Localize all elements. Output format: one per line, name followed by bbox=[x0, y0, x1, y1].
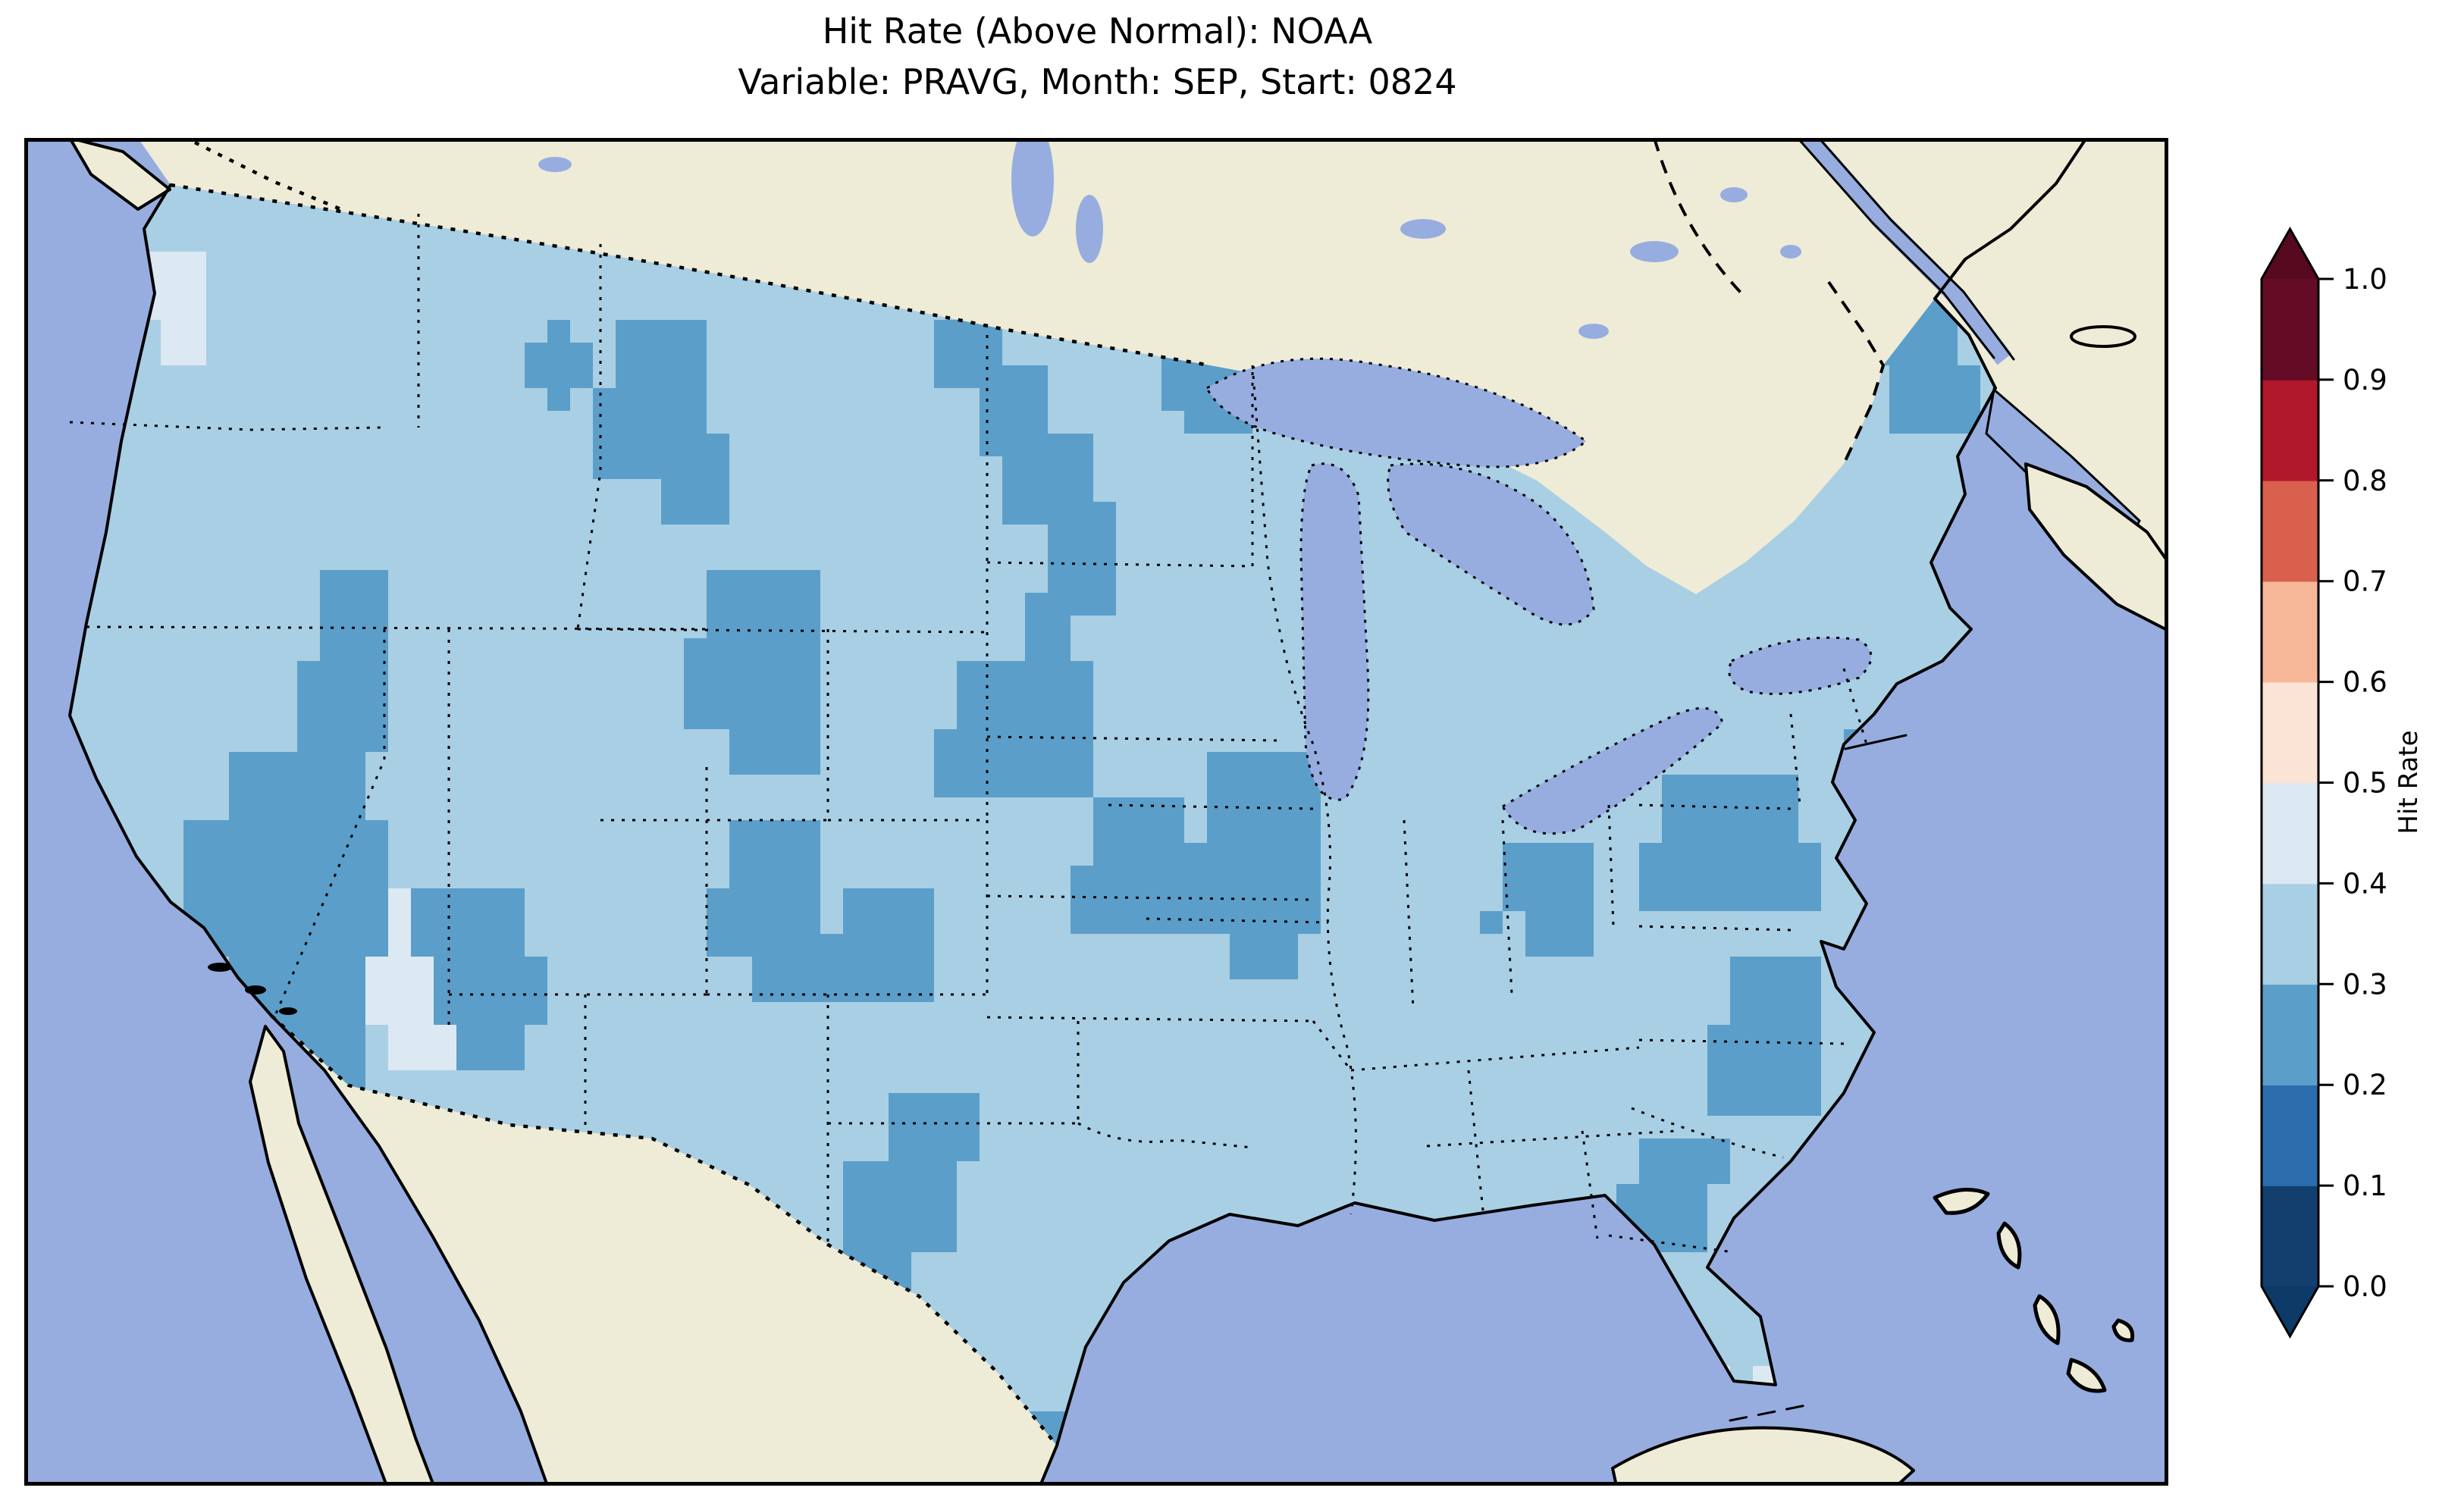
hit-rate-cell-0.2-0.3 bbox=[729, 729, 820, 775]
hit-rate-cell-0.2-0.3 bbox=[752, 957, 820, 1002]
lake-superior bbox=[1205, 357, 1588, 468]
hit-rate-cell-0.2-0.3 bbox=[729, 820, 820, 888]
baja-california bbox=[249, 1025, 435, 1486]
colorbar-tick-label: 1.0 bbox=[2343, 263, 2387, 296]
hit-rate-cell-0.2-0.3 bbox=[1707, 1025, 1821, 1116]
colorbar-segment bbox=[2262, 883, 2318, 985]
chart-title-line2: Variable: PRAVG, Month: SEP, Start: 0824 bbox=[738, 61, 1457, 102]
state-borders bbox=[69, 214, 1868, 1254]
hit-rate-cell-0.4-0.5 bbox=[161, 320, 206, 365]
lake-ontario bbox=[1728, 636, 1873, 695]
colorbar-segment bbox=[2262, 1085, 2318, 1186]
lake-erie bbox=[1500, 706, 1724, 835]
st-lawrence-river bbox=[1796, 138, 2012, 365]
hit-rate-cell-0.2-0.3 bbox=[1525, 911, 1594, 957]
colorbar: 0.0 0.1 0.2 0.3 0.4 0.5 0.6 0.7 0.8 0.9 1.0 Hit Ra… bbox=[2260, 226, 2424, 1339]
colorbar-tick-label: 0.1 bbox=[2343, 1170, 2387, 1202]
channel-islands bbox=[208, 963, 297, 1015]
colorbar-tick-label: 0.2 bbox=[2343, 1069, 2387, 1101]
mexico-pacific-coastline bbox=[270, 1014, 549, 1486]
us-hit-rate-map bbox=[24, 138, 2168, 1486]
great-lakes bbox=[1205, 357, 1873, 835]
colorbar-segment bbox=[2262, 379, 2318, 481]
hit-rate-cell-0.2-0.3 bbox=[434, 957, 547, 1025]
gulf-atlantic-coastline bbox=[1055, 297, 1997, 1447]
lake-huron bbox=[1387, 462, 1595, 626]
colorbar-tick-label: 0.8 bbox=[2343, 465, 2387, 497]
hit-rate-cell-0.2-0.3 bbox=[1480, 911, 1503, 934]
canada-coastline bbox=[1933, 138, 2088, 300]
hit-rate-cell-0.2-0.3 bbox=[1025, 593, 1071, 661]
colorbar-segment bbox=[2262, 581, 2318, 683]
colorbar-tick-label: 0.6 bbox=[2343, 666, 2387, 699]
colorbar-segment bbox=[2262, 984, 2318, 1085]
prince-edward-island bbox=[2070, 325, 2136, 348]
hit-rate-cell-0.2-0.3 bbox=[1662, 775, 1798, 843]
hit-rate-cell-0.2-0.3 bbox=[1184, 843, 1321, 934]
colorbar-segment bbox=[2262, 782, 2318, 885]
canadian-lakes bbox=[538, 138, 1801, 339]
hit-rate-cell-0.2-0.3 bbox=[1730, 957, 1821, 1025]
lake-michigan bbox=[1299, 462, 1370, 801]
hit-rate-cell-0.2-0.3 bbox=[547, 320, 570, 411]
colorbar-tick-label: 0.4 bbox=[2343, 867, 2387, 900]
hit-rate-cell-0.2-0.3 bbox=[1889, 365, 1980, 434]
colorbar-tick-label: 0.7 bbox=[2343, 565, 2387, 598]
quebec-maine-border bbox=[1827, 280, 1886, 465]
chart-title-line1: Hit Rate (Above Normal): NOAA bbox=[822, 11, 1373, 52]
hit-rate-cell-0.2-0.3 bbox=[1639, 1139, 1730, 1184]
vancouver-island bbox=[68, 138, 171, 211]
hit-rate-cell-0.2-0.3 bbox=[456, 1025, 525, 1070]
hit-rate-cell-0.2-0.3 bbox=[889, 1093, 980, 1161]
colorbar-ticks: 0.0 0.1 0.2 0.3 0.4 0.5 0.6 0.7 0.8 0.9 1.0 bbox=[2318, 263, 2387, 1303]
chart-title: Hit Rate (Above Normal): NOAA Variable: … bbox=[0, 6, 2195, 107]
hit-rate-cell-0.2-0.3 bbox=[843, 1161, 957, 1252]
colorbar-tick-label: 0.5 bbox=[2343, 767, 2387, 800]
colorbar-tick-label: 0.9 bbox=[2343, 364, 2387, 396]
map-frame bbox=[24, 138, 2168, 1486]
colorbar-extend-max-arrow bbox=[2262, 229, 2318, 279]
nova-scotia bbox=[2024, 462, 2168, 632]
canada-land bbox=[138, 138, 2086, 594]
florida-keys bbox=[1729, 1404, 1807, 1422]
colorbar-segment bbox=[2262, 279, 2318, 381]
pacific-coastline bbox=[68, 183, 273, 1017]
hit-rate-cell-0.2-0.3 bbox=[707, 570, 820, 638]
colorbar-tick-label: 0.3 bbox=[2343, 968, 2387, 1001]
hit-rate-cell-0.2-0.3 bbox=[183, 820, 388, 957]
hit-rate-cell-0.2-0.3 bbox=[593, 388, 661, 479]
hit-rate-cell-0.2-0.3 bbox=[684, 638, 820, 729]
hit-rate-cell-0.2-0.3 bbox=[934, 729, 1093, 797]
hit-rate-cell-0.2-0.3 bbox=[820, 934, 934, 1002]
colorbar-segments bbox=[2262, 279, 2318, 1287]
hit-rate-cell-0.2-0.3 bbox=[297, 661, 388, 752]
colorbar-segment bbox=[2262, 1185, 2318, 1287]
hit-rate-cell-0.2-0.3 bbox=[1230, 934, 1298, 979]
hit-rate-cell-0.2-0.3 bbox=[843, 888, 934, 934]
colorbar-segment bbox=[2262, 681, 2318, 784]
hit-rate-cell-0.2-0.3 bbox=[1503, 843, 1594, 911]
hit-rate-cell-0.2-0.3 bbox=[1207, 752, 1321, 843]
cuba bbox=[1611, 1426, 1915, 1486]
long-island bbox=[1844, 734, 1908, 750]
hit-rate-cell-0.2-0.3 bbox=[411, 888, 525, 957]
hit-rate-cell-0.2-0.3 bbox=[661, 434, 729, 525]
colorbar-extend-min-arrow bbox=[2262, 1286, 2318, 1336]
hit-rate-cell-0.2-0.3 bbox=[707, 888, 820, 957]
mexico-gulf-coastline bbox=[1039, 1444, 1058, 1486]
maritime-canada-land bbox=[1935, 138, 2168, 562]
hit-rate-cell-0.2-0.3 bbox=[957, 661, 1093, 729]
colorbar-segment bbox=[2262, 480, 2318, 582]
bahamas-islands bbox=[1933, 1188, 2135, 1393]
colorbar-axis-label: Hit Rate bbox=[2393, 730, 2424, 834]
colorbar-tick-label: 0.0 bbox=[2343, 1270, 2387, 1303]
mexico-land bbox=[271, 1016, 1057, 1486]
st-lawrence-shore bbox=[1796, 138, 2015, 361]
hit-rate-cell-0.2-0.3 bbox=[1093, 797, 1184, 866]
hit-rate-cell-0.2-0.3 bbox=[1071, 866, 1184, 934]
us-canada-strait-border bbox=[194, 140, 343, 212]
hit-rate-cell-0.2-0.3 bbox=[1639, 843, 1821, 911]
